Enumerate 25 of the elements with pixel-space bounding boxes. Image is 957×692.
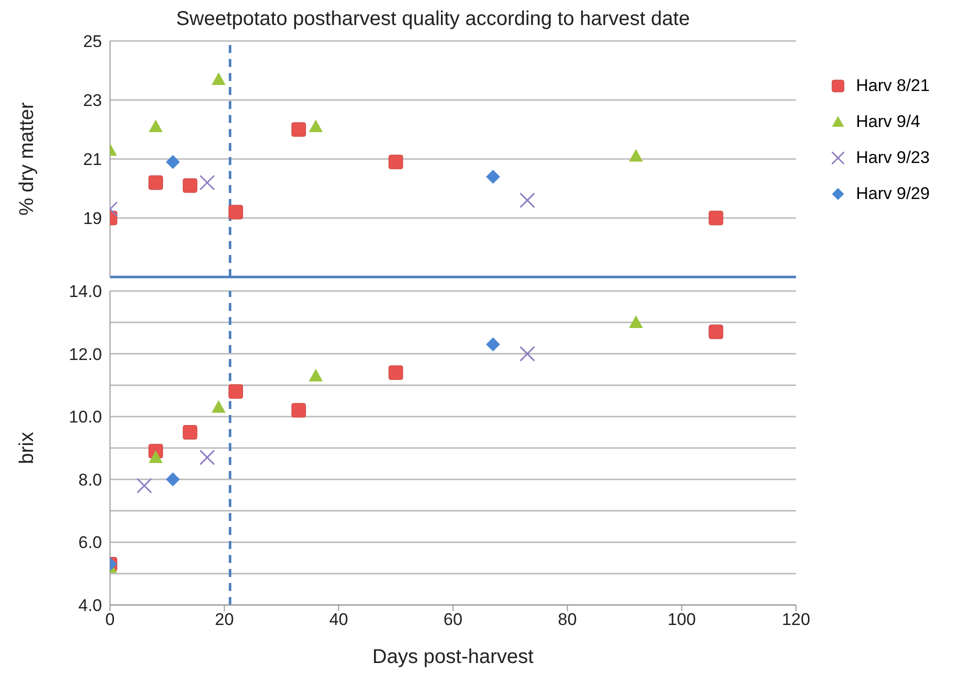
y-tick-label: 6.0	[78, 533, 102, 552]
y-tick-label: 12.0	[68, 344, 102, 364]
x-tick-label: 60	[444, 610, 462, 630]
x-tick-label: 40	[329, 610, 348, 630]
y-tick-label: 4.0	[78, 596, 102, 616]
x-tick-label: 120	[782, 610, 810, 630]
y-tick-label: 25	[83, 32, 102, 52]
x-axis-title: Days post-harvest	[372, 646, 534, 668]
y-axis-title: brix	[16, 432, 38, 464]
legend-label: Harv 9/23	[856, 148, 930, 168]
legend-label: Harv 8/21	[856, 76, 930, 96]
x-tick-label: 80	[558, 610, 577, 630]
y-tick-label: 23	[83, 91, 102, 110]
y-tick-label: 8.0	[78, 470, 102, 490]
y-tick-label: 21	[83, 150, 102, 170]
chart-title: Sweetpotato postharvest quality according to harvest date	[175, 8, 691, 31]
y-tick-label: 19	[83, 209, 102, 228]
x-tick-label: 20	[214, 610, 234, 630]
legend-label: Harv 9/4	[856, 112, 920, 132]
y-axis-title: % dry matter	[16, 102, 38, 216]
y-tick-label: 14.0	[68, 282, 102, 302]
x-tick-label: 0	[105, 610, 115, 630]
y-tick-label: 10.0	[68, 408, 102, 427]
legend-label: Harv 9/29	[856, 184, 930, 204]
x-tick-label: 100	[667, 610, 696, 630]
